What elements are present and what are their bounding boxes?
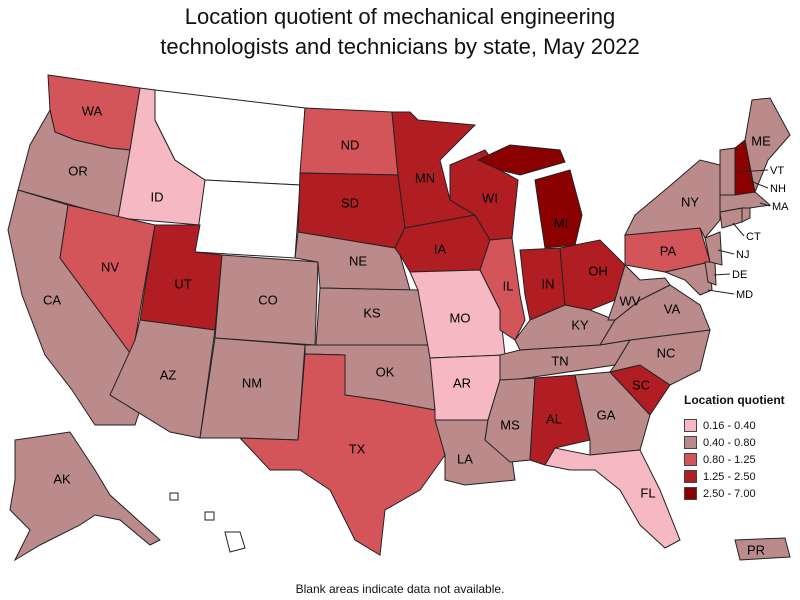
state-label-nj: NJ: [736, 249, 749, 261]
state-hi[interactable]: [169, 492, 246, 553]
legend-title: Location quotient: [684, 393, 785, 407]
state-label-nv: NV: [101, 259, 119, 274]
state-label-nh: NH: [770, 183, 786, 195]
state-label-fl: FL: [640, 485, 655, 500]
state-label-nd: ND: [341, 137, 360, 152]
title-line-1: Location quotient of mechanical engineer…: [184, 4, 616, 29]
state-ak[interactable]: [9, 431, 161, 562]
state-mn[interactable]: [391, 111, 477, 229]
state-label-nm: NM: [242, 375, 262, 390]
state-label-la: LA: [457, 451, 473, 466]
state-label-wv: WV: [620, 293, 641, 308]
legend-items: 0.16 - 0.40 0.40 - 0.80 0.80 - 1.25 1.25 - …: [684, 417, 794, 502]
state-md[interactable]: [663, 261, 713, 296]
state-label-sc: SC: [632, 377, 650, 392]
state-label-ky: KY: [571, 317, 589, 332]
legend-label: 0.16 - 0.40: [703, 419, 756, 432]
map-title: Location quotient of mechanical engineer…: [0, 2, 800, 62]
title-line-2: technologists and technicians by state, …: [160, 34, 640, 59]
state-label-mo: MO: [450, 310, 471, 325]
state-label-ok: OK: [376, 364, 395, 379]
callout-line-vt: [737, 169, 769, 173]
state-label-wa: WA: [82, 103, 103, 118]
state-label-ar: AR: [453, 375, 471, 390]
callout-line-de: [713, 273, 731, 276]
state-label-ne: NE: [349, 253, 367, 268]
state-label-pa: PA: [660, 243, 677, 258]
callout-line-md: [707, 289, 735, 295]
state-label-az: AZ: [160, 367, 177, 382]
state-label-ny: NY: [681, 194, 699, 209]
state-label-ca: CA: [43, 292, 61, 307]
state-label-mi: MI: [554, 215, 568, 230]
callout-line-nj: [717, 249, 735, 255]
state-label-vt: VT: [770, 165, 784, 177]
state-label-sd: SD: [341, 195, 359, 210]
legend-item: 2.50 - 7.00: [684, 485, 794, 502]
state-label-ia: IA: [434, 241, 447, 256]
state-label-tn: TN: [551, 353, 568, 368]
legend-swatch: [684, 419, 697, 432]
legend-swatch: [684, 470, 697, 483]
state-nj[interactable]: [704, 231, 723, 266]
state-ri[interactable]: [741, 207, 751, 223]
state-label-in: IN: [542, 276, 555, 291]
legend-label: 0.80 - 1.25: [703, 453, 756, 466]
callout-line-ct: [732, 222, 745, 237]
state-label-co: CO: [258, 292, 278, 307]
state-az[interactable]: [109, 319, 216, 439]
legend-swatch: [684, 453, 697, 466]
state-label-nc: NC: [657, 345, 676, 360]
legend-label: 0.40 - 0.80: [703, 436, 756, 449]
state-label-id: ID: [151, 189, 164, 204]
state-wy[interactable]: [194, 179, 301, 259]
state-label-pr: PR: [747, 542, 765, 557]
legend-item: 0.40 - 0.80: [684, 434, 794, 451]
state-label-ga: GA: [597, 407, 616, 422]
state-mi-upper[interactable]: [476, 144, 566, 176]
state-label-md: MD: [736, 289, 753, 301]
state-labels: WA OR CA NV ID UT AZ CO NM ND SD NE KS OK TX MN IA MO AR LA…: [43, 103, 789, 557]
state-label-mn: MN: [415, 170, 435, 185]
legend-item: 1.25 - 2.50: [684, 468, 794, 485]
footnote: Blank areas indicate data not available.: [295, 582, 505, 596]
state-label-il: IL: [503, 278, 514, 293]
state-label-ak: AK: [53, 471, 71, 486]
state-label-va: VA: [664, 301, 681, 316]
legend-label: 1.25 - 2.50: [703, 470, 756, 483]
state-label-ut: UT: [174, 276, 191, 291]
state-label-tx: TX: [349, 441, 366, 456]
state-pr[interactable]: [734, 537, 791, 561]
legend-swatch: [684, 487, 697, 500]
state-me[interactable]: [744, 97, 791, 194]
state-tx[interactable]: [238, 353, 446, 556]
state-mi[interactable]: [534, 169, 583, 249]
callout-line-nh: [747, 179, 769, 189]
legend: Location quotient 0.16 - 0.40 0.40 - 0.80…: [684, 393, 794, 502]
state-label-ks: KS: [363, 305, 381, 320]
state-label-me: ME: [751, 133, 771, 148]
state-label-de: DE: [732, 269, 747, 281]
callout-line-ma: [759, 202, 771, 207]
legend-label: 2.50 - 7.00: [703, 487, 756, 500]
state-label-wi: WI: [482, 190, 498, 205]
state-label-ct: CT: [746, 231, 761, 243]
state-vt[interactable]: [719, 147, 736, 196]
state-ny[interactable]: [624, 159, 721, 239]
state-label-oh: OH: [588, 263, 608, 278]
legend-item: 0.16 - 0.40: [684, 417, 794, 434]
legend-swatch: [684, 436, 697, 449]
state-label-al: AL: [546, 411, 562, 426]
legend-item: 0.80 - 1.25: [684, 451, 794, 468]
state-fl[interactable]: [544, 447, 681, 549]
state-label-ma: MA: [772, 201, 789, 213]
state-wv[interactable]: [607, 264, 671, 321]
state-label-or: OR: [68, 163, 88, 178]
state-label-ms: MS: [500, 417, 520, 432]
